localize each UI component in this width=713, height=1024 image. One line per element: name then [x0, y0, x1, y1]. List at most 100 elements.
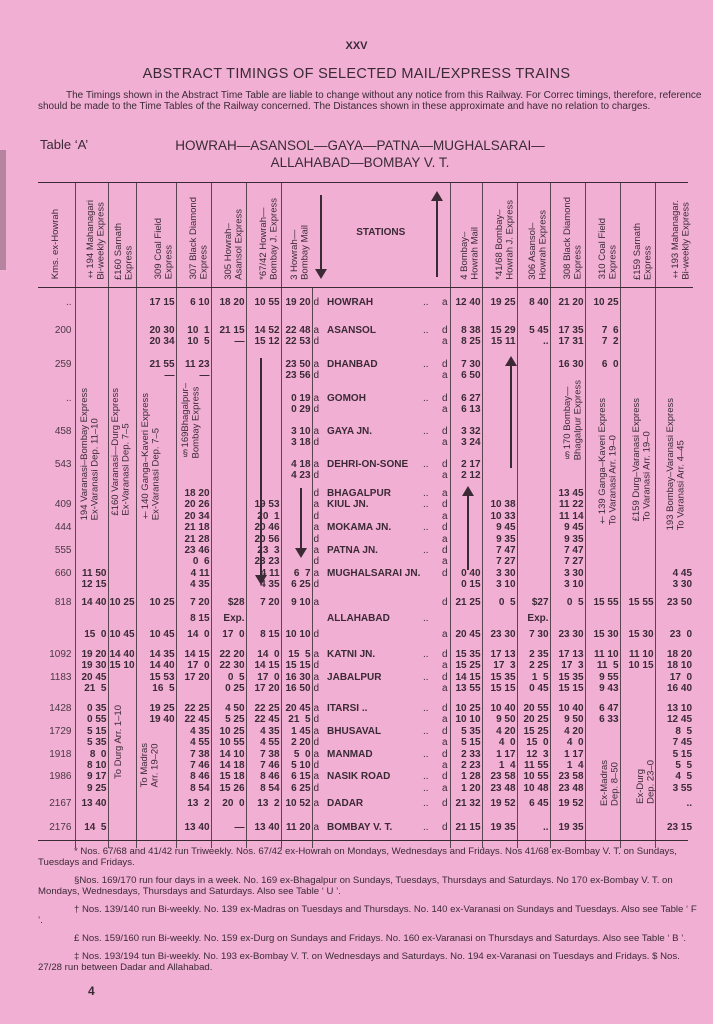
time-cell — [175, 422, 212, 455]
time-cell — [654, 389, 694, 422]
time-cell: 15 29 15 11 — [481, 321, 518, 355]
time-cell — [107, 488, 137, 595]
time-cell: 10 38 10 33 9 45 9 35 7 47 7 27 3 30 3 1… — [481, 488, 518, 595]
time-cell — [619, 816, 656, 848]
time-cell: 11 10 11 5 9 55 9 43 — [584, 645, 621, 699]
time-cell: 13 40 — [74, 798, 108, 816]
time-cell: 20 0 — [210, 798, 247, 816]
time-cell: 10 25 10 10 5 35 5 15 2 33 2 23 1 28 1 2… — [449, 699, 483, 798]
arr-dep-marker-up: .. d — [422, 798, 450, 816]
time-cell — [107, 455, 137, 488]
time-cell: 13 40 — [175, 816, 212, 848]
distance-cell: 2176 — [49, 822, 72, 833]
column-header-up-train: *41/68 Bombay– Howrah J. Express — [481, 183, 518, 288]
time-cell: 19 52 — [481, 798, 518, 816]
time-cell — [107, 422, 137, 455]
arr-dep-marker-up: .. d a — [422, 595, 450, 645]
footnote: §Nos. 169/170 run four days in a week. N… — [38, 875, 673, 897]
time-cell — [619, 798, 656, 816]
time-cell: 23 15 — [654, 816, 694, 848]
time-cell: 15 5 15 15 16 30 16 50 — [280, 645, 313, 699]
time-cell — [245, 422, 282, 455]
time-cell — [135, 488, 177, 595]
scan-edge — [0, 150, 6, 270]
time-cell — [619, 699, 656, 798]
time-cell: 21 20 — [549, 287, 586, 321]
time-cell — [516, 355, 551, 389]
time-cell — [210, 355, 247, 389]
note-to-durg: To Durg Arr. 1–10 — [113, 705, 124, 779]
time-cell: 22 25 22 45 4 35 4 55 7 38 7 46 8 46 8 5… — [175, 699, 212, 798]
note-169: §169Bhagalpur– Bombay Express — [180, 383, 202, 459]
time-cell — [549, 455, 586, 488]
leader-dots: .. .. .. .. — [423, 488, 429, 557]
arr-dep-marker: d a — [441, 325, 448, 348]
arr-dep-marker-up: .. d a — [422, 355, 450, 389]
time-cell — [584, 389, 621, 422]
distance-cell: 259 — [54, 359, 72, 370]
time-cell: 5 45 .. — [516, 321, 551, 355]
column-header-km: Kms. ex-Howrah — [38, 183, 75, 288]
time-cell: 10 25 — [584, 287, 621, 321]
time-cell: 21 15 — [449, 816, 483, 848]
intro-text: The Timings shown in the Abstract Time T… — [38, 90, 702, 112]
table-row: 1092 1183 19 20 19 30 20 45 21 5 14 40 15 … — [38, 645, 694, 699]
leader-dots: .. — [423, 459, 429, 470]
time-cell — [619, 389, 656, 422]
table-row: 2167 13 40 13 2 20 0 13 2 10 52 a DADAR.. d 21 32… — [38, 798, 694, 816]
station-name: ALLAHABAD — [327, 613, 390, 624]
time-cell: 0 5 23 30 — [549, 595, 586, 645]
column-header-down-train: 309 Coal Field Express — [135, 183, 177, 288]
page-number-top: XXV — [345, 40, 368, 52]
time-cell — [584, 455, 621, 488]
route-line-2: ALLAHABAD—BOMBAY V. T. — [270, 155, 450, 170]
time-cell — [516, 488, 551, 595]
time-cell: 3 10 3 18 — [280, 422, 313, 455]
column-header-down-train-label: ‡194 Mahanagari Bi-weekly Express — [84, 199, 107, 280]
time-cell: 19 52 — [549, 798, 586, 816]
time-cell: 0 5 23 30 — [481, 595, 518, 645]
time-cell: 13 2 — [175, 798, 212, 816]
leader-dots: .. — [423, 393, 429, 404]
arr-dep-marker: a — [441, 297, 448, 308]
time-cell: 7 6 7 2 — [584, 321, 621, 355]
time-cell: 14 35 14 40 15 53 16 5 — [135, 645, 177, 699]
arr-dep-marker: a d — [311, 422, 327, 455]
time-cell: 18 20 — [210, 287, 247, 321]
time-cell — [210, 455, 247, 488]
arr-dep-marker: d — [311, 287, 327, 321]
time-cell: 18 20 18 10 17 0 16 40 — [654, 645, 694, 699]
station-name: KATNI JN. JABALPUR — [327, 649, 382, 683]
time-cell — [245, 455, 282, 488]
column-header-up-train-label: 308 Black Diamond Express — [561, 197, 584, 280]
time-cell: 6 45 — [516, 798, 551, 816]
time-cell — [549, 422, 586, 455]
time-cell: 2 17 2 12 — [449, 455, 483, 488]
time-cell — [654, 355, 694, 389]
time-cell: 7 30 6 50 — [449, 355, 483, 389]
column-header-down-train: 3 Howrah— Bombay Mail — [280, 183, 313, 288]
column-header-up-train-label: ‡193 Mahanagar. Bi-weekly Express — [670, 199, 692, 280]
time-cell: 18 20 20 26 20 34 21 18 21 28 23 46 0 6 … — [175, 488, 212, 595]
note-170: §170 Bombay— Bhagalpur Express — [562, 380, 584, 461]
time-cell: 14 0 14 15 17 0 17 20 — [245, 645, 282, 699]
arr-dep-marker-up: .. d a — [422, 455, 450, 488]
footnotes: * Nos. 67/68 and 41/42 run Triweekly. No… — [38, 846, 698, 980]
column-header-up-train: ‡193 Mahanagar. Bi-weekly Express — [654, 183, 694, 288]
distance-cell: 1428 1729 1918 1986 — [49, 703, 72, 783]
note-194: 194 Varanasi–Bombay Express Ex-Varanasi … — [79, 388, 101, 521]
time-cell: 17 13 17 3 15 35 15 15 — [481, 645, 518, 699]
column-header-down-train-label: 3 Howrah— Bombay Mail — [289, 224, 311, 280]
distance-cell: 200 — [54, 325, 72, 336]
down-arrow-icon — [315, 195, 327, 279]
leader-dots: .. — [423, 822, 429, 833]
time-cell — [619, 321, 656, 355]
arr-dep-marker-up: .. .. d a d a — [422, 645, 450, 699]
column-header-down-train-label: 305 Howrah– Asansol Express — [222, 208, 245, 280]
time-cell — [245, 389, 282, 422]
time-cell — [210, 488, 247, 595]
leader-dots: .. — [423, 359, 429, 370]
time-cell: 20 30 20 34 — [135, 321, 177, 355]
time-cell: 10 1 10 5 — [175, 321, 212, 355]
